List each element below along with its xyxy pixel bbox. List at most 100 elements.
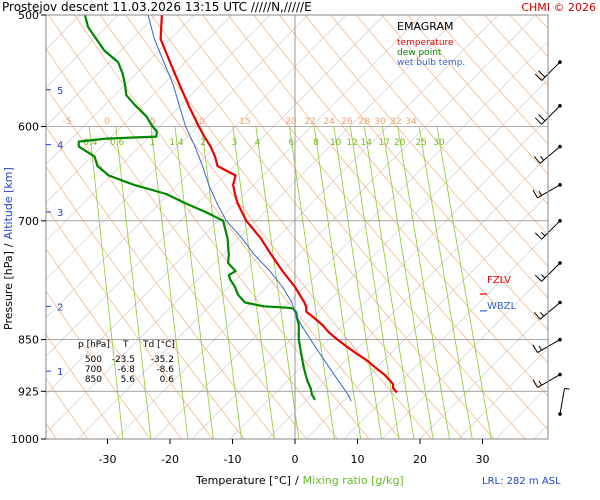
skew-line [419, 309, 548, 439]
wind-barb [534, 261, 562, 282]
adiabat-label: 0 [104, 117, 110, 127]
mixing-ratio-line [201, 126, 242, 439]
wind-barb-staff [539, 146, 561, 164]
chart-title: Prostejov descent 11.03.2026 13:15 UTC /… [2, 0, 312, 14]
mixing-ratio-line [363, 126, 415, 439]
skew-line [46, 15, 309, 280]
dry-adiabat [432, 15, 548, 145]
wind-barb-feather [538, 70, 546, 78]
y-axis-label: Pressure [hPa]/Altitude [km] [2, 167, 15, 330]
altitude-tick-label: 4 [57, 141, 63, 152]
adiabat-label: 32 [390, 117, 401, 127]
skew-line [46, 15, 347, 319]
summary-table: p [hPa] T Td [°C] 500 -23.5 -35.2 700 -6… [78, 340, 175, 385]
wind-barb-feather [540, 312, 545, 317]
dry-adiabat [202, 15, 548, 431]
x-tick-label: -20 [161, 453, 179, 466]
plot-frame [45, 14, 549, 440]
table-cell: 850 [85, 375, 102, 385]
mixing-ratio-label: 2 [200, 138, 206, 148]
skew-line [115, 15, 537, 439]
mixing-ratio-line [289, 126, 335, 439]
legend-wet-bulb: wet bulb temp. [397, 58, 465, 68]
skew-line [46, 15, 157, 127]
skew-line [46, 15, 271, 242]
dry-adiabat [330, 15, 548, 267]
skew-line [191, 79, 548, 439]
copyright: CHMI © 2026 [521, 1, 596, 14]
table-cell: 5.6 [121, 375, 136, 385]
adiabat-label: 22 [304, 117, 315, 127]
wind-barb-feather [538, 114, 546, 122]
wind-barb-staff [541, 220, 561, 240]
x-tick-label: 10 [351, 453, 365, 466]
altitude-tick-label: 1 [57, 367, 63, 378]
skew-line [572, 15, 600, 439]
skew-line [457, 347, 548, 439]
adiabat-label: 15 [239, 117, 250, 127]
dry-adiabat [46, 290, 151, 439]
y-tick-label: 925 [18, 385, 39, 398]
adiabat-label: 28 [358, 117, 370, 127]
y-tick-label: 600 [18, 121, 39, 134]
wet-bulb-line [147, 15, 352, 402]
dry-adiabat [587, 15, 600, 439]
adiabat-label: 10 [193, 117, 205, 127]
dry-adiabat [458, 15, 548, 116]
mixing-ratio-label: 0.6 [110, 138, 125, 148]
table-cell: 700 [85, 365, 102, 375]
table-header-p: p [hPa] [78, 340, 110, 350]
legend-temperature: temperature [397, 38, 454, 48]
table-cell: 500 [85, 355, 102, 365]
dry-adiabat [125, 15, 464, 439]
wind-barb-staff [537, 184, 561, 199]
mixing-ratio-label: 10 [330, 138, 342, 148]
skew-line [46, 15, 233, 204]
wind-barb-staff [537, 374, 561, 388]
x-tick-label: 20 [413, 453, 427, 466]
wind-barb-feather [540, 156, 545, 161]
dry-adiabat [176, 15, 526, 439]
table-cell: -8.6 [156, 365, 174, 375]
wind-barb-staff [541, 262, 561, 282]
dry-adiabat [535, 15, 548, 30]
wind-barb-feather [533, 311, 541, 320]
adiabat-label: 20 [285, 117, 297, 127]
dry-adiabat [46, 206, 214, 439]
skew-line [46, 15, 119, 89]
dry-adiabat [227, 15, 548, 397]
mixing-ratio-line [349, 126, 400, 439]
wind-barbs [532, 60, 570, 416]
skew-line [153, 40, 548, 439]
mixing-ratio-label: 6 [288, 138, 294, 148]
table-header-t: T [122, 340, 129, 350]
mixing-ratio-label: 17 [379, 138, 390, 148]
adiabat-label: 5 [150, 117, 156, 127]
lrl-label: LRL: 282 m ASL [482, 476, 561, 487]
mixing-ratio-labels: 0.4 0.6 1 1.4 2 3 4 6 8 10 12 14 17 20 25 30 [83, 138, 445, 148]
dry-adiabat [74, 15, 401, 439]
dry-adiabat [509, 15, 548, 58]
table-header-td: Td [°C] [142, 340, 175, 350]
fzlv-label: FZLV [487, 275, 511, 286]
dry-adiabat [304, 15, 548, 299]
mixing-ratio-label: 20 [394, 138, 406, 148]
temperature-line [159, 15, 398, 394]
mixing-ratio-label: 12 [346, 138, 357, 148]
wind-barb-feather [532, 189, 538, 199]
dry-adiabat [381, 15, 548, 205]
wind-barb [533, 300, 562, 320]
mixing-ratio-line [436, 126, 492, 439]
wind-barb [534, 103, 562, 125]
mixing-ratio-label: 1 [149, 138, 155, 148]
wind-barb-feather [541, 232, 546, 237]
wind-barb [533, 144, 562, 164]
x-tick-label: -10 [224, 453, 242, 466]
mixing-ratio-line [88, 126, 124, 439]
mixing-ratio-line [174, 126, 214, 439]
wind-barb-staff [537, 339, 561, 354]
wind-barb-feather [534, 232, 542, 240]
wind-barb [532, 372, 562, 388]
wind-barb-feather [538, 345, 542, 351]
